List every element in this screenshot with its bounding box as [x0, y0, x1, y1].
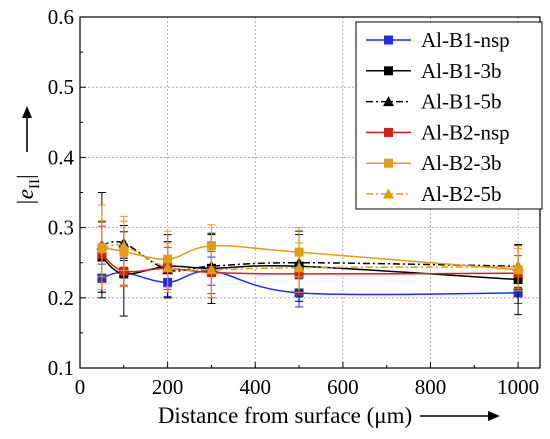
y-tick-label: 0.6 — [48, 5, 74, 29]
x-tick-label: 200 — [152, 375, 184, 399]
legend-label: Al-B1-3b — [421, 59, 502, 83]
legend-label: Al-B2-5b — [421, 182, 502, 206]
data-point — [205, 264, 217, 275]
x-axis-arrow — [420, 411, 500, 421]
legend-entry: Al-B1-3b — [366, 59, 502, 83]
legend-label: Al-B2-nsp — [421, 120, 510, 144]
legend-entry: Al-B2-nsp — [366, 120, 510, 144]
y-axis-arrow — [22, 106, 32, 152]
x-tick-label: 600 — [327, 375, 359, 399]
x-axis-title: Distance from surface (μm) — [158, 403, 412, 428]
legend-entry: Al-B2-5b — [366, 182, 502, 206]
legend-marker — [383, 96, 394, 107]
legend-label: Al-B1-5b — [421, 90, 502, 114]
data-point — [118, 240, 130, 251]
y-tick-label: 0.4 — [48, 145, 75, 169]
legend-entry: Al-B1-nsp — [366, 28, 510, 52]
series-al-b2-3b — [97, 204, 523, 292]
y-tick-label: 0.5 — [48, 75, 74, 99]
x-tick-label: 1000 — [497, 375, 539, 399]
legend-marker — [384, 66, 393, 76]
legend-marker — [384, 35, 393, 45]
data-point — [293, 262, 305, 273]
data-point — [96, 243, 108, 254]
legend-entry: Al-B1-5b — [366, 90, 502, 114]
x-tick-label: 400 — [239, 375, 271, 399]
y-axis-title-main: |e — [13, 189, 38, 206]
legend-marker — [383, 188, 394, 199]
x-tick-label: 0 — [75, 375, 86, 399]
svg-text:|eII|: |eII| — [13, 174, 43, 205]
axis-ticks: 0 200 400 600 800 1000 0.1 0.2 0.3 0.4 0.5 0.6 — [48, 5, 539, 399]
y-tick-label: 0.3 — [48, 216, 74, 240]
y-tick-label: 0.1 — [48, 356, 74, 380]
x-tick-label: 800 — [415, 375, 447, 399]
y-axis-title-subscript: II — [27, 179, 43, 189]
legend-marker — [384, 127, 393, 137]
y-tick-label: 0.2 — [48, 286, 74, 310]
y-axis-title: |eII| — [13, 174, 43, 205]
series-al-b2-nsp — [97, 225, 523, 296]
y-axis-title-suffix: | — [13, 174, 38, 179]
legend: Al-B1-nsp Al-B1-3b Al-B1-5b Al-B2-nsp Al-B2-… — [355, 21, 543, 210]
data-point — [512, 261, 524, 272]
data-point — [162, 262, 174, 273]
legend-marker — [384, 158, 393, 168]
legend-entry: Al-B2-3b — [366, 151, 502, 175]
plot-series — [96, 192, 524, 317]
legend-box — [355, 21, 543, 210]
legend-label: Al-B1-nsp — [421, 28, 510, 52]
series-al-b2-5b — [96, 220, 524, 299]
legend-label: Al-B2-3b — [421, 151, 502, 175]
